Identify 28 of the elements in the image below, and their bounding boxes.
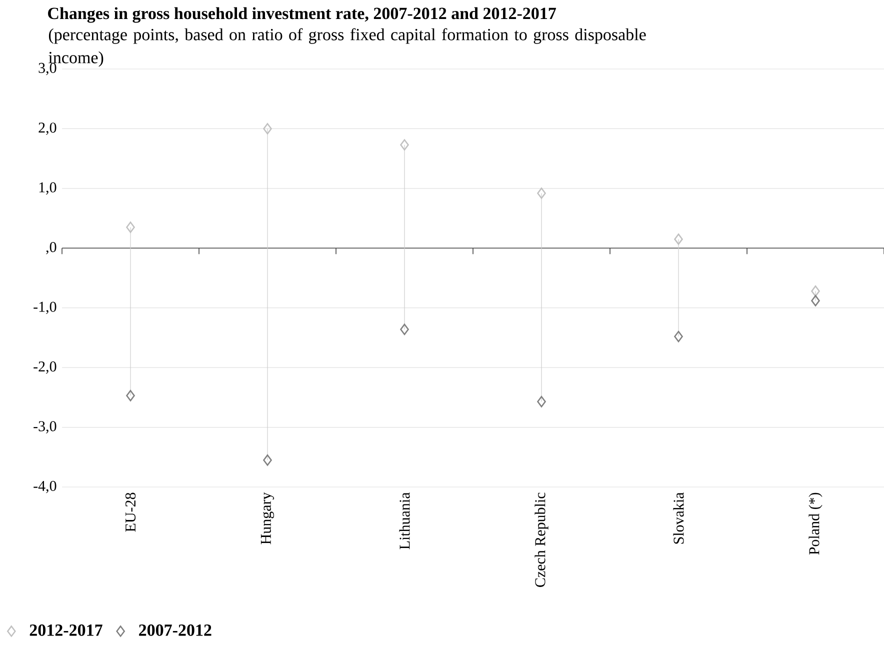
- point: [126, 222, 135, 233]
- y-tick-label: 2,0: [38, 122, 56, 135]
- y-tick-label: ,0: [46, 242, 56, 254]
- point: [674, 330, 683, 342]
- y-tick-label: -2,0: [34, 361, 56, 374]
- x-tick-label: Czech Republic: [534, 492, 548, 587]
- point: [263, 123, 272, 134]
- y-tick-label: 1,0: [39, 182, 56, 195]
- point: [674, 234, 683, 245]
- x-tick-label: Lithuania: [399, 492, 410, 550]
- y-tick-label: -1,0: [34, 302, 56, 314]
- x-tick-label: Hungary: [260, 492, 274, 544]
- point: [811, 285, 820, 297]
- point: [126, 390, 135, 402]
- point: [400, 139, 409, 150]
- point: [537, 188, 546, 199]
- point: [400, 324, 409, 336]
- x-tick-label: EU-28: [125, 492, 136, 532]
- point: [537, 396, 546, 408]
- chart-title: Changes in gross household investment rate, 2007-2012 and 2012-2017: [48, 7, 556, 23]
- legend-label: 2012-2017: [30, 624, 102, 636]
- y-tick-label: -3,0: [34, 421, 56, 434]
- y-tick-label: -4,0: [34, 480, 56, 494]
- point: [263, 454, 272, 466]
- point: [811, 295, 820, 306]
- x-tick-label: Poland (*): [808, 492, 822, 555]
- legend-label: 2007-2012: [139, 624, 212, 636]
- x-tick-label: Slovakia: [673, 492, 684, 544]
